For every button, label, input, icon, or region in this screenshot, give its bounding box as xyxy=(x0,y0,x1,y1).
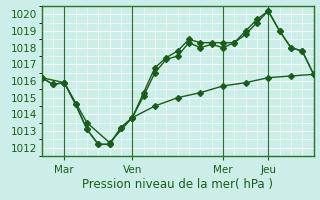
X-axis label: Pression niveau de la mer( hPa ): Pression niveau de la mer( hPa ) xyxy=(82,178,273,191)
